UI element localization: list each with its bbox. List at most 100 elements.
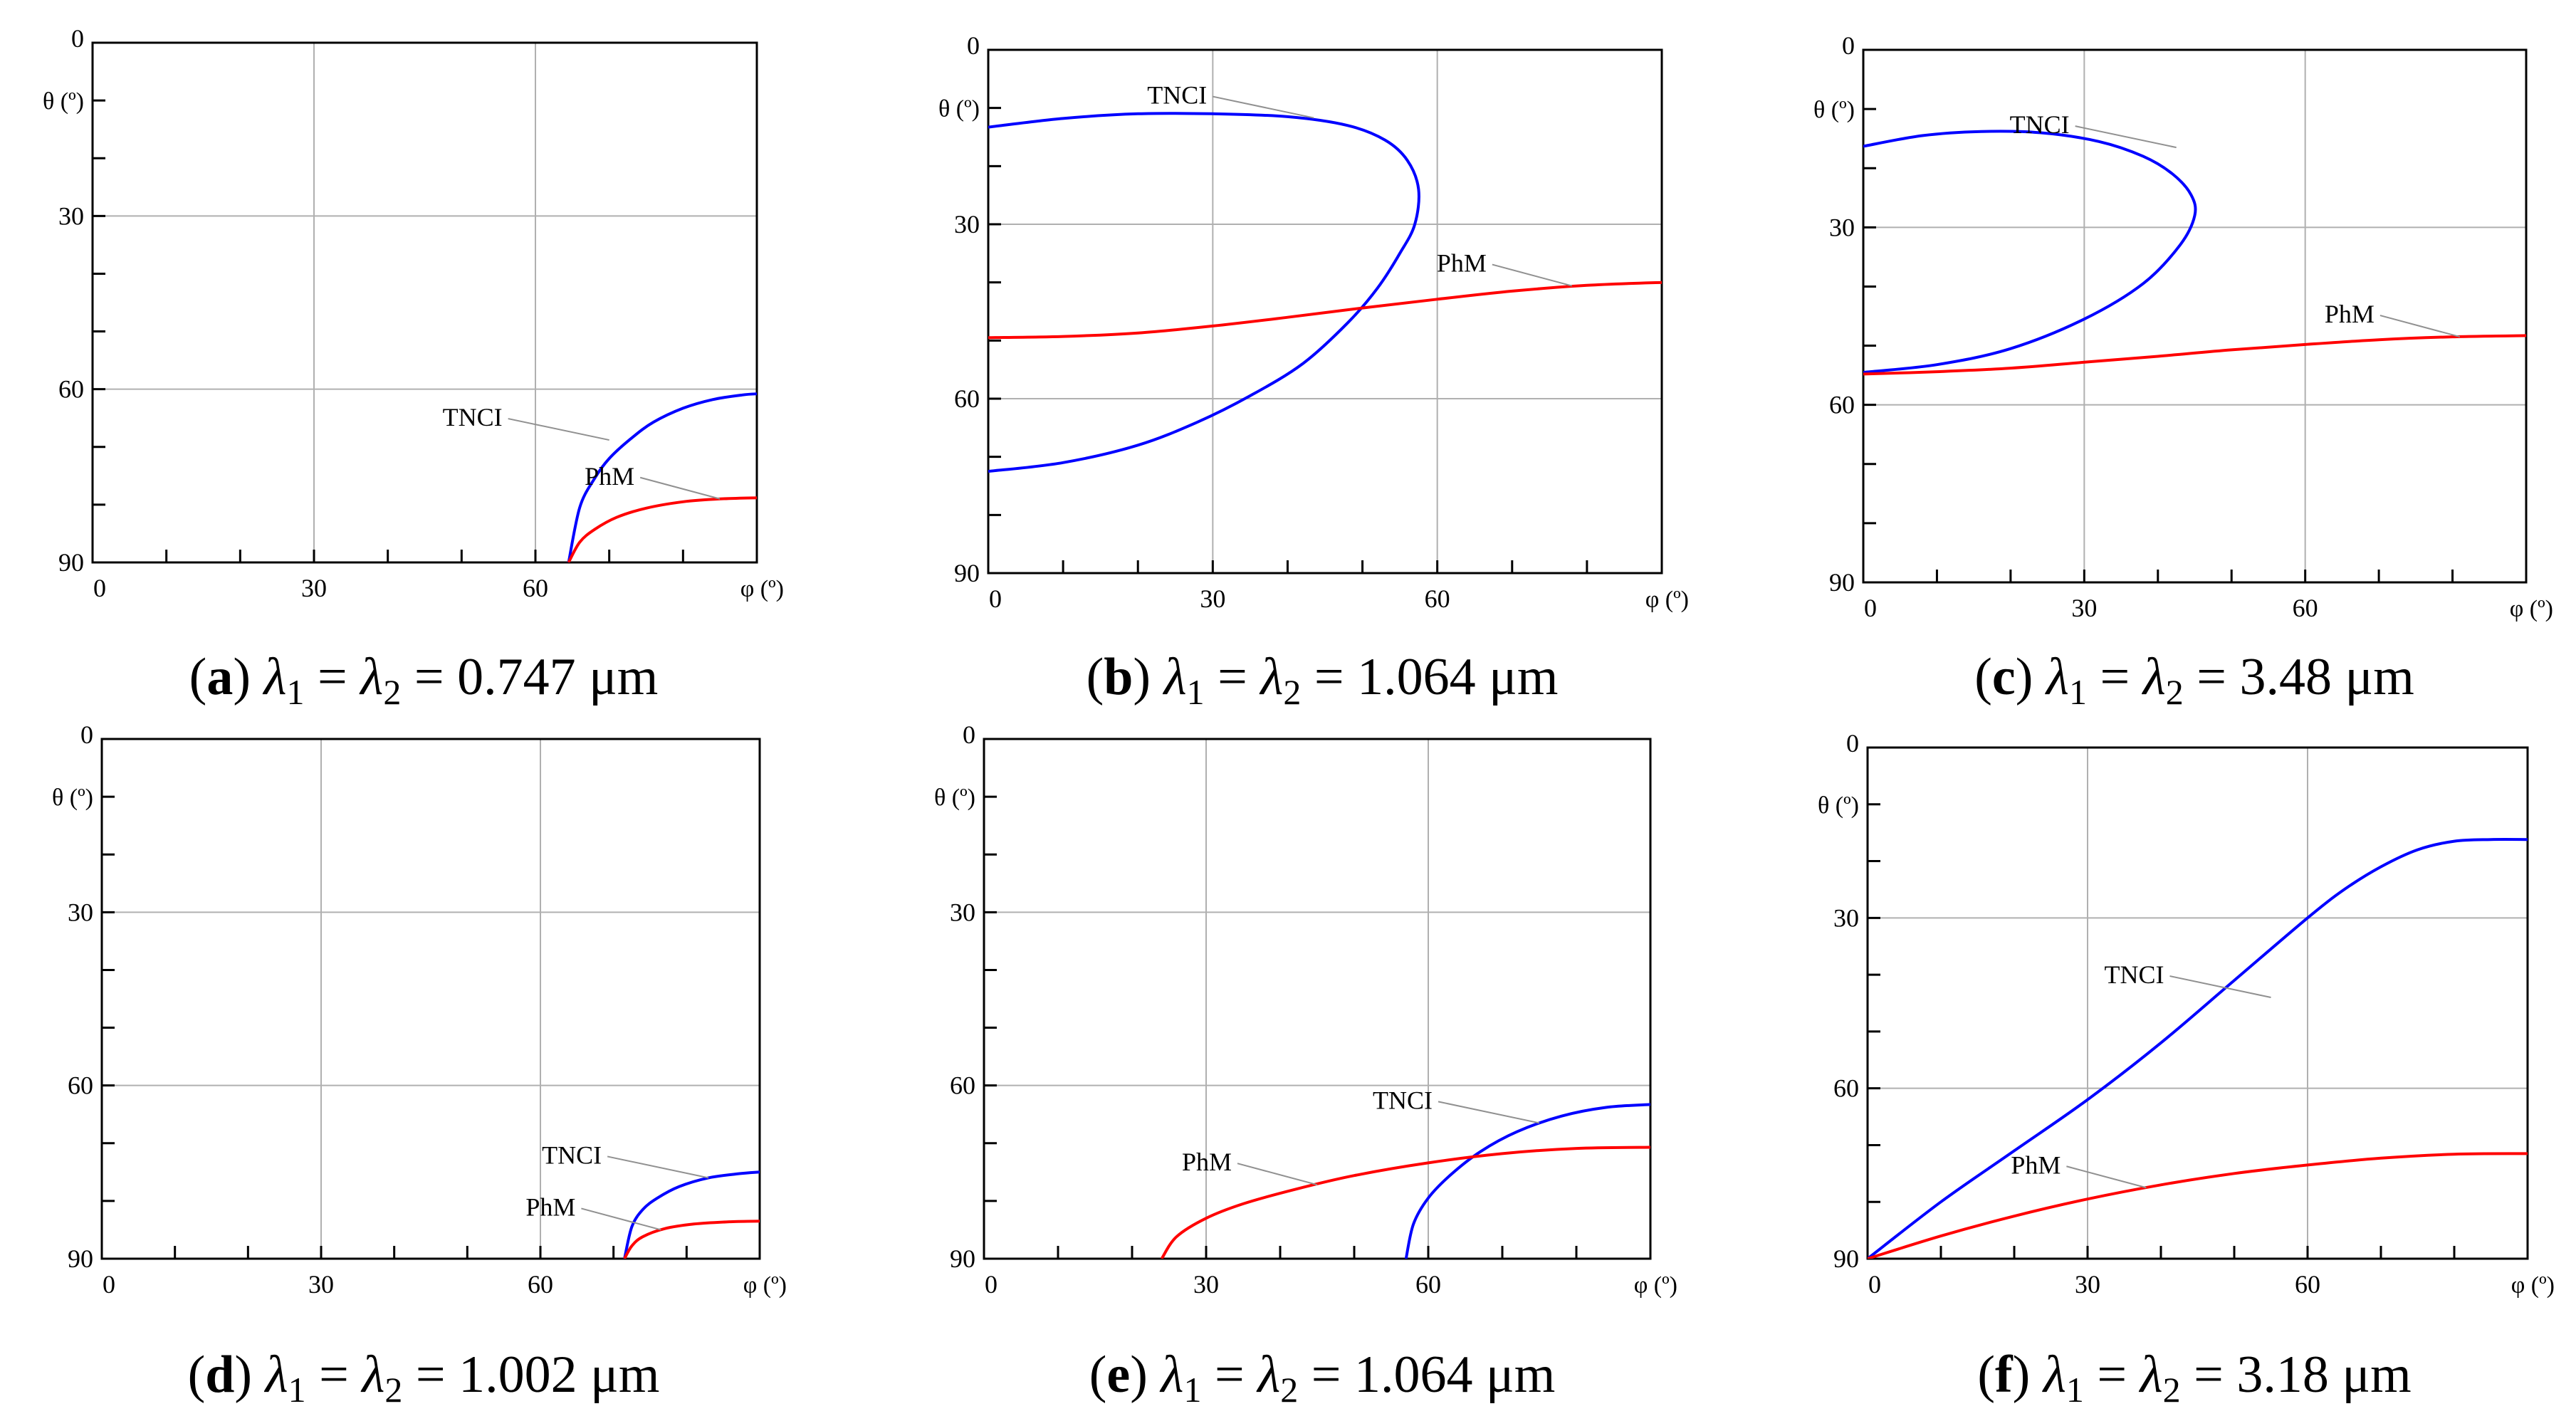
curve-label-tnci: TNCI bbox=[443, 403, 503, 431]
label-leader-line bbox=[639, 476, 721, 500]
plot-frame bbox=[100, 738, 761, 1260]
curve-label-tnci: TNCI bbox=[2010, 110, 2070, 139]
y-tick-label: 30 bbox=[68, 898, 93, 926]
curve-label-tnci: TNCI bbox=[1147, 81, 1207, 110]
x-tick-label: 60 bbox=[1415, 1270, 1441, 1299]
x-axis-label: φ (º) bbox=[740, 576, 784, 602]
y-tick-label: 60 bbox=[950, 1071, 975, 1100]
caption-a: (a) λ1 = λ2 = 0.747 μm bbox=[189, 648, 659, 712]
curve-label-tnci: TNCI bbox=[542, 1141, 602, 1169]
curve-label-phm: PhM bbox=[525, 1192, 575, 1221]
plot-frame bbox=[1866, 746, 2529, 1260]
x-tick-label: 60 bbox=[523, 574, 548, 602]
caption-e: (e) λ1 = λ2 = 1.064 μm bbox=[1089, 1346, 1556, 1410]
x-tick-label: 60 bbox=[528, 1270, 553, 1299]
y-tick-label: 90 bbox=[954, 559, 980, 587]
plot-frame bbox=[91, 41, 758, 564]
y-axis-label: θ (º) bbox=[43, 88, 84, 115]
x-tick-label: 60 bbox=[2295, 1270, 2320, 1299]
curve-label-phm: PhM bbox=[2011, 1150, 2061, 1179]
curve-label-tnci: TNCI bbox=[1373, 1086, 1433, 1114]
chart-panel-e: 0 30 60 0 30 60 90 θ (º) φ (º) TNCI PhM bbox=[934, 720, 1677, 1299]
caption-f: (f) λ1 = λ2 = 3.18 μm bbox=[1977, 1346, 2411, 1410]
series-line-phm bbox=[988, 281, 1662, 340]
x-axis-label: φ (º) bbox=[2510, 596, 2553, 622]
y-tick-label: 90 bbox=[1829, 568, 1855, 597]
y-tick-label: 60 bbox=[58, 375, 84, 404]
y-tick-label: 0 bbox=[1846, 729, 1859, 757]
series-line-phm bbox=[1868, 1152, 2528, 1259]
chart-panel-a: 0 30 60 0 30 60 90 θ (º) φ (º) TNCI PhM bbox=[43, 24, 784, 602]
y-axis-label: θ (º) bbox=[1813, 97, 1855, 123]
series-line-phm bbox=[1160, 1145, 1650, 1259]
chart-panels: 0 30 60 0 30 60 90 θ (º) φ (º) TNCI PhM 0 30 60 0 30 60 9… bbox=[43, 24, 2555, 1299]
series-line-phm bbox=[567, 496, 757, 562]
y-tick-label: 60 bbox=[68, 1071, 93, 1100]
series-line-phm bbox=[623, 1220, 760, 1259]
y-tick-label: 0 bbox=[1842, 31, 1855, 60]
curve-label-phm: PhM bbox=[1437, 249, 1487, 278]
y-tick-label: 60 bbox=[1829, 391, 1855, 419]
x-tick-label: 30 bbox=[2075, 1270, 2100, 1299]
label-leader-line bbox=[2066, 1165, 2147, 1189]
y-tick-label: 60 bbox=[954, 384, 980, 413]
x-tick-label: 30 bbox=[1200, 584, 1225, 613]
label-leader-line bbox=[2169, 975, 2271, 999]
caption-c: (c) λ1 = λ2 = 3.48 μm bbox=[1974, 648, 2414, 712]
plot-frame bbox=[1862, 48, 2528, 584]
caption-b: (b) λ1 = λ2 = 1.064 μm bbox=[1087, 648, 1559, 712]
plot-frame bbox=[987, 48, 1663, 575]
x-tick-label: 0 bbox=[103, 1270, 115, 1299]
y-tick-label: 90 bbox=[68, 1244, 93, 1273]
chart-panel-f: 0 30 60 0 30 60 90 θ (º) φ (º) TNCI PhM bbox=[1818, 729, 2555, 1299]
curve-label-phm: PhM bbox=[1182, 1148, 1232, 1176]
y-axis-label: θ (º) bbox=[52, 785, 93, 811]
x-tick-label: 30 bbox=[301, 574, 327, 602]
x-tick-label: 60 bbox=[1425, 584, 1450, 613]
series-line-tnci bbox=[567, 392, 757, 562]
label-leader-line bbox=[607, 1155, 709, 1179]
label-leader-line bbox=[2075, 125, 2177, 149]
caption-d: (d) λ1 = λ2 = 1.002 μm bbox=[188, 1346, 660, 1410]
y-tick-label: 90 bbox=[950, 1244, 975, 1273]
curve-label-phm: PhM bbox=[2325, 300, 2375, 328]
label-leader-line bbox=[1237, 1163, 1318, 1186]
chart-panel-b: 0 30 60 0 30 60 90 θ (º) φ (º) TNCI PhM bbox=[938, 31, 1689, 613]
panel-captions: (a) λ1 = λ2 = 0.747 μm (b) λ1 = λ2 = 1.06… bbox=[188, 648, 2414, 1410]
series-line-tnci bbox=[1863, 130, 2197, 374]
y-tick-label: 90 bbox=[1833, 1244, 1859, 1273]
x-tick-label: 0 bbox=[985, 1270, 998, 1299]
y-axis-label: θ (º) bbox=[938, 96, 980, 122]
series-line-tnci bbox=[623, 1170, 760, 1259]
label-leader-line bbox=[1438, 1101, 1540, 1124]
y-tick-label: 0 bbox=[71, 24, 84, 53]
curve-label-tnci: TNCI bbox=[2105, 960, 2164, 989]
x-axis-label: φ (º) bbox=[1634, 1272, 1677, 1299]
curve-label-phm: PhM bbox=[585, 462, 634, 491]
x-tick-label: 60 bbox=[2293, 594, 2318, 622]
y-tick-label: 0 bbox=[967, 31, 980, 60]
y-tick-label: 0 bbox=[963, 720, 975, 749]
y-tick-label: 0 bbox=[80, 720, 93, 749]
chart-panel-d: 0 30 60 0 30 60 90 θ (º) φ (º) TNCI PhM bbox=[52, 720, 787, 1299]
series-line-tnci bbox=[988, 112, 1420, 473]
x-tick-label: 0 bbox=[1868, 1270, 1881, 1299]
series-line-tnci bbox=[1868, 838, 2528, 1259]
label-leader-line bbox=[508, 418, 609, 441]
x-tick-label: 0 bbox=[989, 584, 1002, 613]
label-leader-line bbox=[1492, 263, 1573, 287]
y-tick-label: 90 bbox=[58, 548, 84, 577]
label-leader-line bbox=[2379, 315, 2461, 338]
label-leader-line bbox=[581, 1207, 661, 1231]
plot-frame bbox=[983, 738, 1652, 1260]
y-axis-label: θ (º) bbox=[1818, 792, 1859, 819]
y-axis-label: θ (º) bbox=[934, 785, 975, 811]
y-tick-label: 30 bbox=[1833, 903, 1859, 932]
series-line-tnci bbox=[1404, 1103, 1650, 1259]
x-tick-label: 0 bbox=[1864, 594, 1877, 622]
x-tick-label: 0 bbox=[93, 574, 106, 602]
x-axis-label: φ (º) bbox=[2511, 1272, 2555, 1299]
series-line-phm bbox=[1863, 334, 2526, 376]
x-tick-label: 30 bbox=[308, 1270, 334, 1299]
